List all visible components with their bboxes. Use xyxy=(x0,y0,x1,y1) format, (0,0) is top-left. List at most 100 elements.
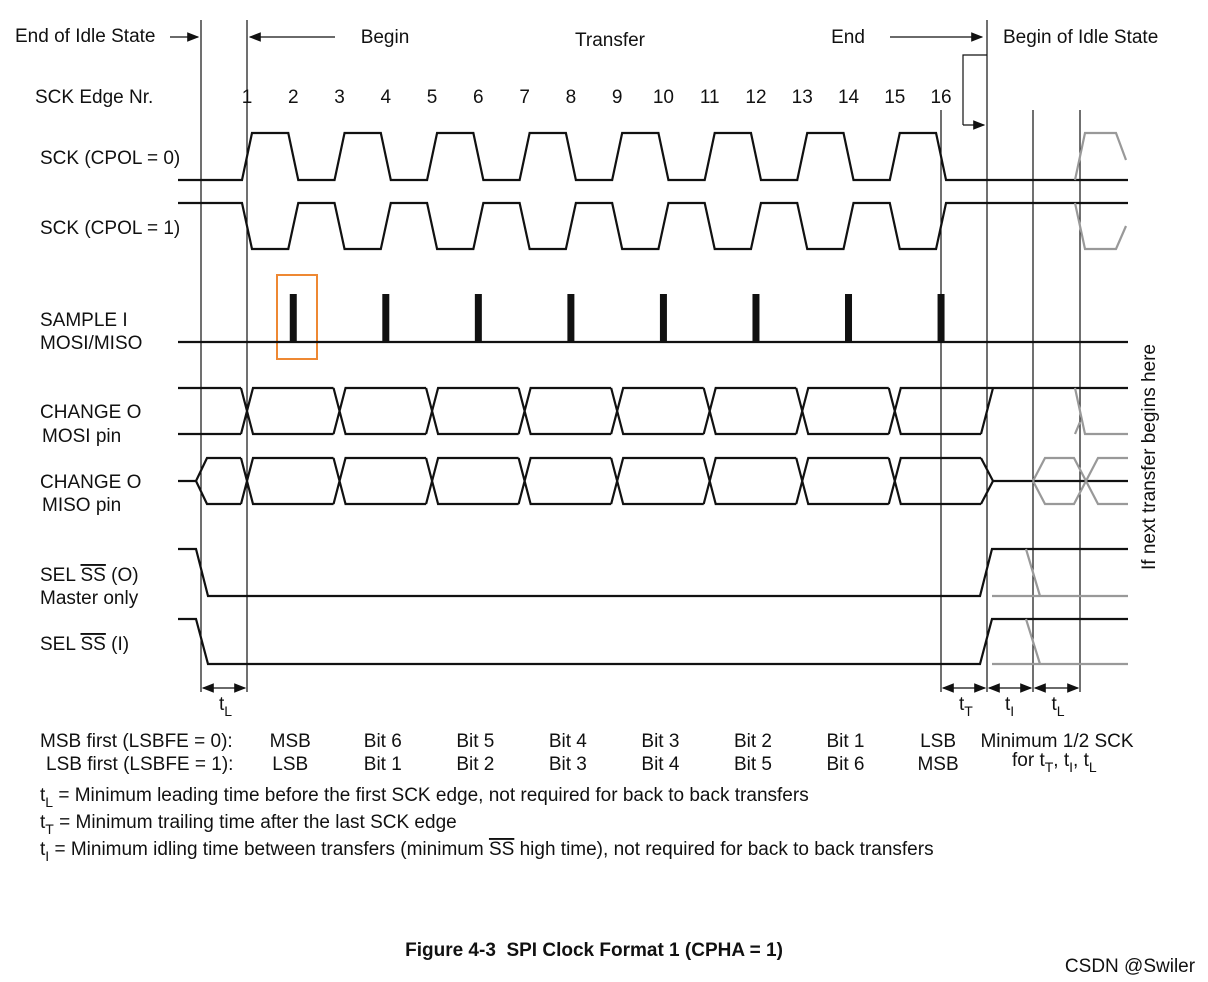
text-part: MOSI/MISO xyxy=(40,333,142,354)
text-part: Bit 1 xyxy=(364,754,402,775)
text-part: Begin xyxy=(361,27,410,48)
text-part: LSB xyxy=(920,731,956,752)
bit-name: Bit 4 xyxy=(641,754,679,775)
text-part: Bit 4 xyxy=(549,731,587,752)
timing-label: tL xyxy=(1052,694,1065,719)
signal-label: SEL SS (I) xyxy=(40,634,129,655)
bit-name: Bit 5 xyxy=(456,731,494,752)
next-sck-cpol1 xyxy=(1073,202,1128,251)
text-part: t xyxy=(40,839,46,860)
next-sck-cpol0 xyxy=(1073,131,1128,181)
sck-cpol0-wave xyxy=(178,131,1128,182)
bit-order-label: LSB first (LSBFE = 1): xyxy=(46,754,233,775)
edge-number: 16 xyxy=(930,87,951,108)
highlight-box xyxy=(276,274,318,360)
bit-name: Bit 6 xyxy=(826,754,864,775)
text-part: Begin of Idle State xyxy=(1003,27,1158,48)
edge-number: 7 xyxy=(519,87,530,108)
signal-label: CHANGE O xyxy=(40,472,141,493)
watermark: CSDN @Swiler xyxy=(1065,956,1196,977)
edge-number: 1 xyxy=(242,87,253,108)
text-part: End xyxy=(831,27,865,48)
text-part: MOSI pin xyxy=(42,426,121,447)
text-part: Figure 4-3 SPI Clock Format 1 (CPHA = 1) xyxy=(405,940,783,961)
text-part: L xyxy=(45,794,53,810)
text-part: (I) xyxy=(106,634,129,655)
sample-pulse xyxy=(659,294,667,342)
edge-number: 2 xyxy=(288,87,299,108)
text-part: SAMPLE I xyxy=(40,310,128,331)
text-part: 12 xyxy=(745,87,766,108)
sel-i-wave xyxy=(178,617,1128,666)
text-part: for t xyxy=(1012,750,1045,771)
text-part: MISO pin xyxy=(42,495,121,516)
text-part: 15 xyxy=(884,87,905,108)
text-part: Bit 6 xyxy=(826,754,864,775)
edge-number: 13 xyxy=(792,87,813,108)
bit-name: LSB xyxy=(272,754,308,775)
signal-label: MISO pin xyxy=(42,495,121,516)
note: tI = Minimum idling time between transfe… xyxy=(40,839,934,864)
text-part: t xyxy=(1052,694,1058,715)
bit-order-label: MSB first (LSBFE = 0): xyxy=(40,731,233,752)
text-part: Master only xyxy=(40,588,139,609)
text-part: I xyxy=(45,848,49,864)
sample-pulse xyxy=(382,294,390,342)
text-part: 16 xyxy=(930,87,951,108)
text-part: , t xyxy=(1073,750,1090,771)
text-part: SCK Edge Nr. xyxy=(35,87,153,108)
signal-label: SAMPLE I xyxy=(40,310,128,331)
text-part: high time), not required for back to bac… xyxy=(514,839,933,860)
text-part: 11 xyxy=(700,87,720,108)
text-part: I xyxy=(1010,703,1014,719)
edge-number: 11 xyxy=(700,87,720,108)
text-part: Bit 6 xyxy=(364,731,402,752)
text-part: = Minimum idling time between transfers … xyxy=(49,839,489,860)
sample-pulse xyxy=(567,294,575,342)
header-label: Begin xyxy=(361,27,410,48)
text-part: 8 xyxy=(566,87,577,108)
bit-name: LSB xyxy=(920,731,956,752)
timing-label: tI xyxy=(1005,694,1014,719)
text-part: Bit 2 xyxy=(456,754,494,775)
bit-name: Bit 4 xyxy=(549,731,587,752)
bit-name: Bit 2 xyxy=(456,754,494,775)
text-part: Bit 5 xyxy=(456,731,494,752)
edge-number: 8 xyxy=(566,87,577,108)
mosi-bus xyxy=(178,386,1128,436)
text-part: t xyxy=(219,694,225,715)
text-part: Bit 1 xyxy=(826,731,864,752)
bit-name: Bit 1 xyxy=(364,754,402,775)
timing-label: tL xyxy=(219,694,232,719)
text-part: End of Idle State xyxy=(15,26,156,47)
text-part: SEL xyxy=(40,565,81,586)
text-part: SCK (CPOL = 1) xyxy=(40,218,180,239)
text-part: If next transfer begins here xyxy=(1139,344,1160,570)
text-part: t xyxy=(40,785,46,806)
next-sel-o xyxy=(992,548,1128,598)
sample-pulse xyxy=(937,294,945,342)
text-part: SEL xyxy=(40,634,81,655)
text-part: t xyxy=(959,694,965,715)
sample-pulse xyxy=(752,294,760,342)
next-sel-i xyxy=(992,618,1128,666)
text-part: (O) xyxy=(106,565,139,586)
text-part: L xyxy=(1089,759,1097,775)
header-label: End of Idle State xyxy=(15,26,156,47)
text-part: SCK (CPOL = 0) xyxy=(40,148,180,169)
text-part: T xyxy=(964,703,973,719)
min-note: Minimum 1/2 SCK xyxy=(980,731,1133,752)
signal-label: CHANGE O xyxy=(40,402,141,423)
sck-cpol1-wave xyxy=(178,201,1128,251)
text-part: SS xyxy=(489,839,514,860)
sample-pulse xyxy=(474,294,482,342)
text-part: LSB first (LSBFE = 1): xyxy=(46,754,233,775)
text-part: 1 xyxy=(242,87,253,108)
signal-label: MOSI pin xyxy=(42,426,121,447)
edge-number: 10 xyxy=(653,87,674,108)
text-part: T xyxy=(1045,759,1054,775)
miso-bus xyxy=(178,456,1128,506)
text-part: L xyxy=(224,703,232,719)
text-part: MSB xyxy=(270,731,311,752)
text-part: 6 xyxy=(473,87,484,108)
